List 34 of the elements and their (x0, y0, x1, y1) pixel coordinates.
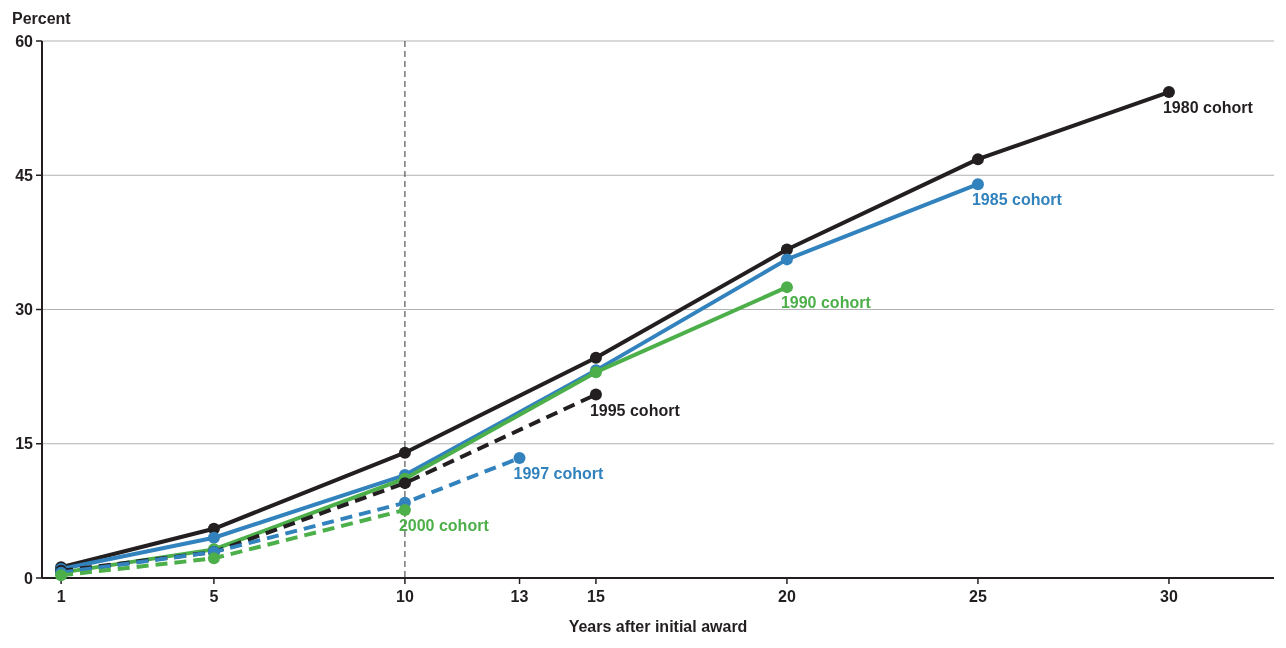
series-label: 1990 cohort (780, 294, 872, 312)
point (780, 253, 793, 266)
x-tick-label: 10 (396, 588, 414, 605)
point (513, 452, 526, 465)
y-tick-label: 60 (15, 32, 34, 50)
series-label: 1980 cohort (1162, 99, 1254, 117)
point (780, 281, 793, 294)
x-tick-label: 5 (209, 588, 219, 605)
series-label: 1995 cohort (589, 401, 681, 419)
point (589, 388, 602, 401)
point (207, 552, 220, 565)
y-tick-label: 0 (24, 569, 34, 587)
y-tick-label: 15 (15, 435, 34, 453)
point (207, 531, 220, 544)
x-tick-label: 20 (778, 588, 796, 605)
point (589, 351, 602, 364)
point (971, 153, 984, 166)
x-tick-label: 13 (510, 588, 529, 605)
point (398, 446, 411, 459)
y-tick-label: 30 (15, 301, 34, 319)
series-label: 1985 cohort (971, 191, 1063, 209)
x-tick-label: 1 (56, 588, 66, 605)
x-axis-title: Years after initial award (568, 618, 748, 635)
x-tick-label: 25 (969, 588, 987, 605)
x-tick-label: 15 (587, 588, 605, 605)
point (398, 477, 411, 490)
x-tick-label: 30 (1160, 588, 1178, 605)
point (971, 178, 984, 191)
point (398, 503, 411, 516)
y-axis-title: Percent (12, 10, 72, 27)
series-label: 1997 cohort (513, 465, 604, 483)
point (1162, 86, 1175, 99)
series-label: 2000 cohort (398, 516, 490, 534)
y-tick-label: 45 (15, 166, 34, 184)
